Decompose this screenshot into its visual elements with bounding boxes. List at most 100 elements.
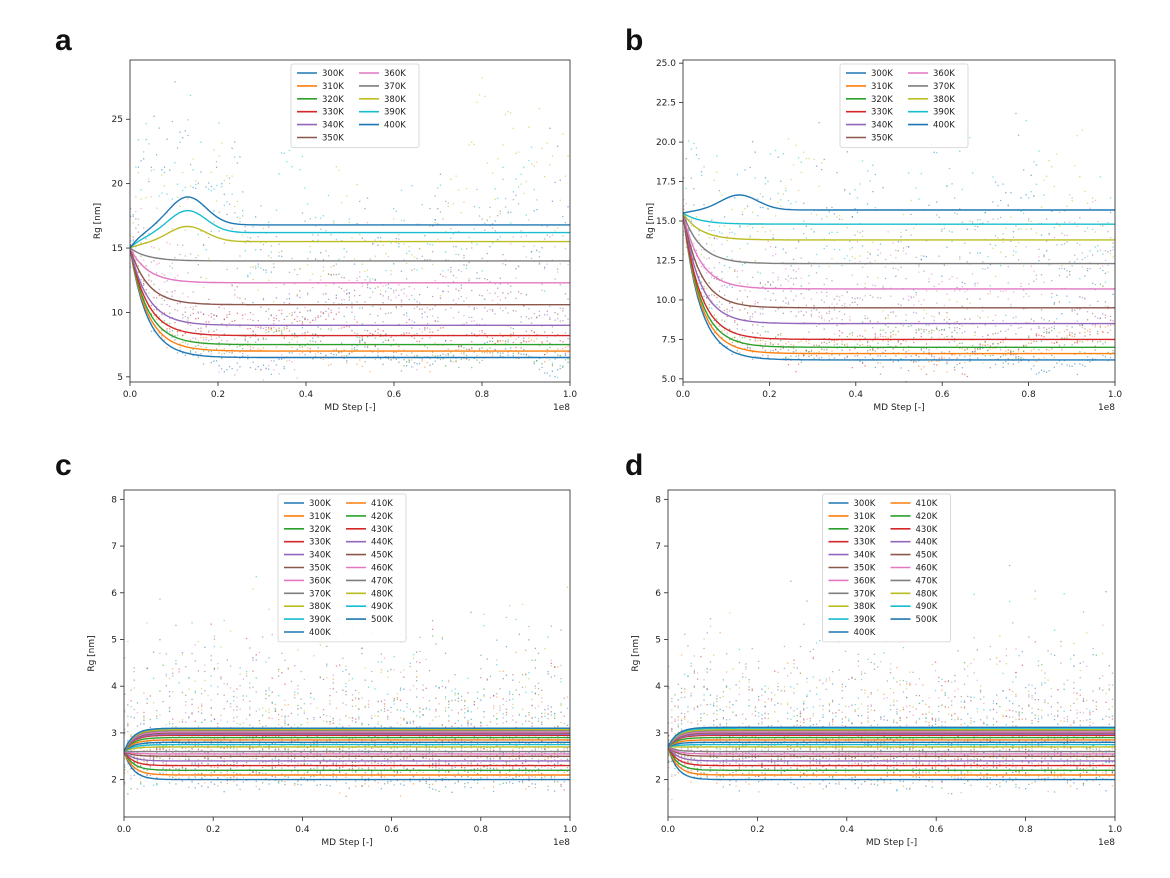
legend-label: 400K [933,121,955,131]
x-tick-label: 1.0 [563,390,578,400]
legend-item: 330K [828,538,876,548]
legend-label: 320K [309,525,331,535]
legend-label: 410K [916,499,938,509]
legend-item: 330K [846,108,893,118]
chart-panel-c: c 0.0 0.2 0.4 0.6 0.8 1.0 2 3 4 5 6 7 8 1e8 MD Step [-]… [55,449,577,848]
series-line-400K [668,741,1115,748]
series-line-310K [683,213,1115,355]
legend-item: 340K [828,551,876,561]
plot-area [130,77,570,381]
legend-label: 350K [871,134,893,144]
legend-label: 390K [309,615,331,625]
plot-area [668,564,1115,801]
legend-label: 340K [854,551,876,561]
series-line-440K [124,733,570,752]
legend-label: 370K [854,589,876,599]
panel-letter: a [55,24,72,57]
y-tick-label: 17.5 [656,178,676,188]
scatter-points-320K [668,710,1115,789]
legend-label: 310K [854,512,876,522]
x-axis-label: MD Step [-] [324,403,375,413]
series-line-340K [683,212,1115,325]
scatter-points-310K [130,250,570,373]
legend-item: 400K [284,628,331,638]
series-line-350K [683,212,1115,309]
x-tick-label: 0.6 [384,825,399,835]
legend-item: 380K [284,602,331,612]
y-tick-label: 25.0 [656,59,676,69]
scatter-points-430K [124,620,570,795]
series-line-400K [130,196,570,249]
series-line-330K [124,751,570,767]
series-line-420K [124,736,570,753]
y-tick-label: 22.5 [656,99,676,109]
plot-area [683,68,1115,382]
x-multiplier: 1e8 [1098,838,1115,848]
legend-item: 440K [890,538,938,548]
series-line-350K [130,247,570,306]
x-axis-label: MD Step [-] [866,838,917,848]
series-line-400K [124,741,570,753]
x-tick-label: 0.2 [750,825,764,835]
series-line-390K [683,212,1115,225]
series-line-360K [124,750,570,755]
legend-item: 350K [828,564,876,574]
legend-box [822,493,951,643]
legend-label: 490K [371,602,393,612]
legend-item: 340K [846,121,893,131]
legend-label: 360K [933,69,955,79]
legend-item: 320K [284,525,331,535]
series-line-460K [668,731,1115,748]
legend-item: 420K [890,512,938,522]
y-tick-label: 7 [111,542,117,552]
plot-frame [123,489,571,818]
legend-item: 500K [346,615,393,625]
legend-label: 330K [309,538,331,548]
panel-letter: c [55,449,72,482]
x-tick-label: 0.2 [762,390,776,400]
legend-label: 380K [384,95,406,105]
y-tick-label: 15 [112,244,123,254]
legend-item: 420K [346,512,393,522]
series-line-500K [668,726,1115,748]
legend-item: 300K [284,499,331,509]
y-tick-label: 6 [655,589,661,599]
legend-item: 300K [846,69,893,79]
legend-label: 410K [371,499,393,509]
legend-item: 470K [890,576,938,586]
chart-panel-a: a 0.0 0.2 0.4 0.6 0.8 1.0 5 10 15 20 25 1e8 MD Step [… [55,24,577,413]
legend-label: 370K [933,82,955,92]
legend-item: 400K [359,121,406,131]
scatter-points-460K [668,624,1115,794]
legend-item: 310K [828,512,876,522]
legend-label: 390K [854,615,876,625]
series-line-390K [124,743,570,753]
scatter-points-330K [683,208,1115,378]
y-axis-label: Rg [nm] [93,203,103,239]
legend-item: 310K [284,512,331,522]
scatter-points-400K [124,646,570,783]
legend-label: 400K [854,628,876,638]
legend-label: 370K [384,82,406,92]
scatter-points-390K [668,655,1115,790]
legend-label: 300K [854,499,876,509]
series-line-460K [124,731,570,752]
series-line-320K [130,247,570,346]
series-line-360K [683,212,1115,290]
legend-label: 300K [871,69,893,79]
legend-label: 500K [916,615,938,625]
series-line-470K [668,729,1115,748]
legend-item: 410K [346,499,393,509]
legend-label: 450K [371,551,393,561]
legend-item: 360K [359,69,406,79]
y-tick-label: 2 [655,776,661,786]
legend-item: 380K [828,602,876,612]
series-line-380K [683,212,1115,241]
legend-label: 300K [309,499,331,509]
x-tick-label: 0.4 [849,390,864,400]
series-line-300K [683,213,1115,361]
legend-item: 360K [284,576,331,586]
scatter-layer [130,77,570,381]
series-line-360K [668,746,1115,755]
legend-item: 360K [828,576,876,586]
